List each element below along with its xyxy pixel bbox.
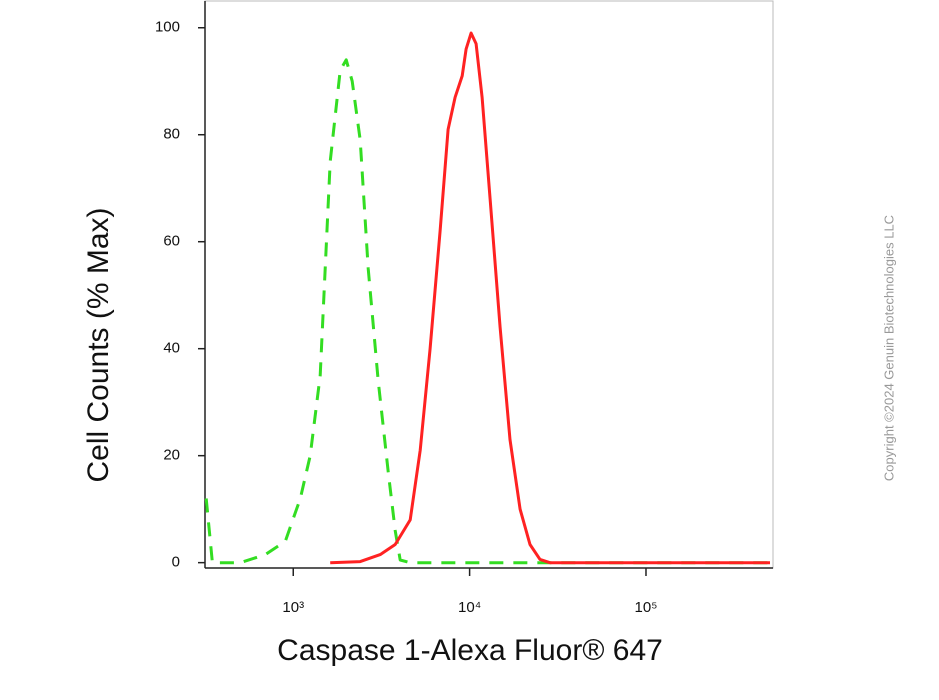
y-tick-label: 40 bbox=[163, 340, 180, 357]
x-tick-label: 10³ bbox=[282, 599, 304, 616]
x-tick-label: 10⁴ bbox=[458, 599, 481, 616]
x-tick-label: 10⁵ bbox=[635, 599, 658, 616]
y-tick-label: 60 bbox=[163, 233, 180, 250]
y-axis-title: Cell Counts (% Max) bbox=[82, 207, 115, 482]
series-line bbox=[330, 31, 770, 565]
y-tick-label: 80 bbox=[163, 126, 180, 143]
y-tick-label: 100 bbox=[155, 19, 180, 36]
y-tick-label: 20 bbox=[163, 447, 180, 464]
plot-frame bbox=[204, 0, 774, 569]
series-line bbox=[204, 58, 770, 565]
y-tick-label: 0 bbox=[172, 554, 180, 571]
watermark: Copyright ©2024 Genuin Biotechnologies L… bbox=[881, 215, 896, 481]
x-axis-title: Caspase 1-Alexa Fluor® 647 bbox=[277, 634, 663, 667]
